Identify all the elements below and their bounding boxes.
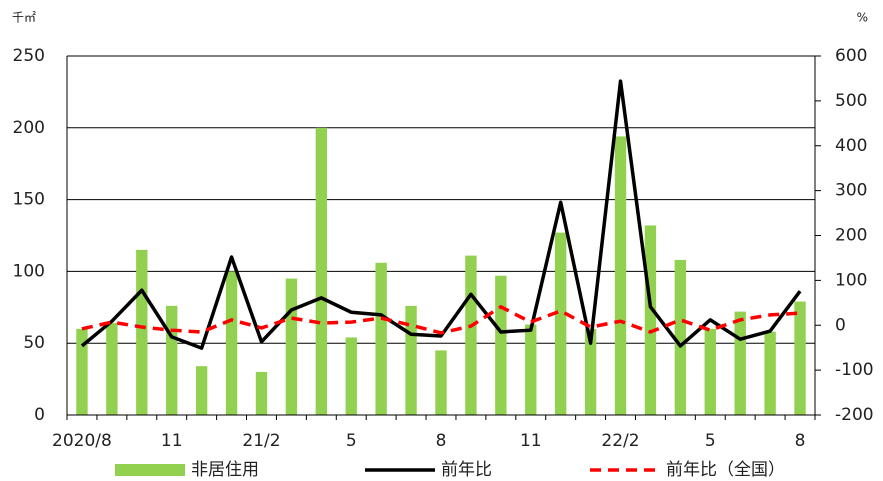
bar bbox=[704, 328, 716, 415]
bar bbox=[76, 328, 88, 415]
y2-tick-label: 600 bbox=[835, 46, 867, 66]
bar bbox=[166, 305, 178, 415]
x-tick-label: 5 bbox=[705, 431, 716, 451]
x-tick-label: 11 bbox=[161, 431, 183, 451]
bar bbox=[195, 366, 208, 415]
legend-label: 前年比 bbox=[441, 460, 492, 480]
bar bbox=[345, 337, 357, 415]
bar bbox=[136, 249, 148, 415]
x-tick-label: 8 bbox=[795, 431, 806, 451]
y2-tick-label: 300 bbox=[835, 181, 867, 201]
y2-tick-label: 200 bbox=[835, 226, 867, 246]
bar bbox=[584, 328, 597, 415]
bar bbox=[674, 259, 687, 415]
legend-label: 非居住用 bbox=[191, 460, 259, 480]
x-tick-label: 11 bbox=[520, 431, 542, 451]
y2-tick-label: 500 bbox=[835, 91, 867, 111]
y-tick-label: 150 bbox=[13, 190, 45, 210]
bar bbox=[225, 271, 238, 415]
bar bbox=[285, 278, 298, 415]
bar bbox=[614, 136, 627, 415]
bar bbox=[764, 331, 776, 415]
legend-swatch bbox=[115, 464, 185, 476]
bar bbox=[465, 255, 477, 415]
bar bbox=[644, 225, 657, 415]
bar bbox=[525, 324, 537, 415]
y2-tick-label: 0 bbox=[835, 315, 846, 335]
line-series bbox=[80, 79, 802, 350]
y-tick-label: 50 bbox=[23, 333, 45, 353]
bar bbox=[734, 311, 746, 415]
x-tick-label: 2020/8 bbox=[52, 431, 112, 451]
y-tick-label: 100 bbox=[13, 261, 45, 281]
bar bbox=[495, 275, 507, 415]
y-unit: 千㎡ bbox=[12, 11, 36, 25]
line-series bbox=[81, 305, 801, 335]
x-tick-label: 22/2 bbox=[601, 431, 639, 451]
y2-unit: % bbox=[857, 11, 868, 25]
x-tick-label: 21/2 bbox=[242, 431, 280, 451]
y-tick-label: 0 bbox=[34, 405, 45, 425]
y-tick-label: 200 bbox=[13, 118, 45, 138]
bar bbox=[405, 305, 417, 415]
bar bbox=[375, 262, 387, 415]
y-tick-label: 250 bbox=[13, 46, 45, 66]
bar bbox=[255, 371, 268, 415]
x-tick-label: 5 bbox=[346, 431, 357, 451]
y2-tick-label: 100 bbox=[835, 270, 867, 290]
bar bbox=[554, 232, 567, 415]
y2-tick-label: -100 bbox=[835, 360, 874, 380]
bar bbox=[106, 323, 118, 415]
bar bbox=[435, 350, 447, 415]
bar bbox=[315, 127, 328, 416]
x-tick-label: 8 bbox=[436, 431, 447, 451]
bar bbox=[794, 301, 806, 415]
y2-tick-label: 400 bbox=[835, 136, 867, 156]
legend-label: 前年比（全国） bbox=[666, 460, 785, 480]
y2-tick-label: -200 bbox=[835, 405, 874, 425]
